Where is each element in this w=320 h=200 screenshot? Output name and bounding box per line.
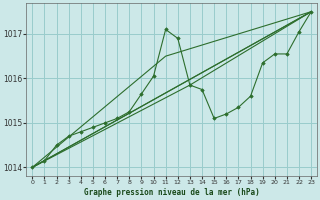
X-axis label: Graphe pression niveau de la mer (hPa): Graphe pression niveau de la mer (hPa) <box>84 188 260 197</box>
